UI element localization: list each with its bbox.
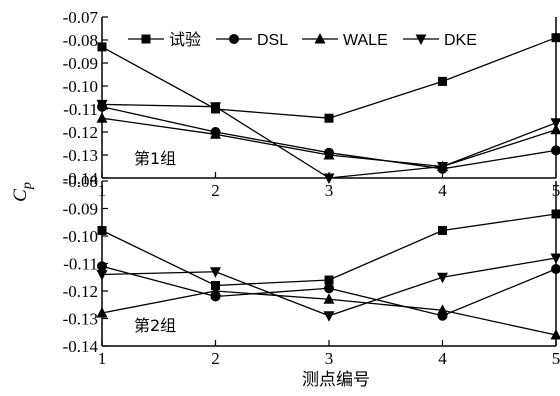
y-tick-label: -0.08 [63, 172, 98, 191]
y-tick-label: -0.07 [63, 8, 99, 27]
data-point [437, 272, 448, 284]
series-WALE [96, 285, 560, 340]
x-tick-label: 5 [552, 349, 560, 368]
x-tick-label: 3 [325, 349, 334, 368]
data-point [210, 267, 221, 278]
x-tick-label: 2 [211, 181, 220, 200]
legend-label: DKE [444, 32, 477, 49]
x-tick-label: 4 [438, 181, 447, 200]
data-point [97, 42, 107, 52]
y-tick-label: -0.08 [63, 31, 98, 50]
chart-panels: -0.07 -0.08 -0.09 -0.10 -0.11 -0.12 -0.13 -0.14… [63, 8, 560, 368]
legend-marker [415, 34, 427, 45]
legend-entry: DKE [403, 32, 477, 49]
legend-label: WALE [343, 32, 388, 49]
data-point [550, 329, 560, 340]
data-point [323, 149, 335, 160]
y-tick-label: -0.12 [63, 123, 98, 142]
y-tick-label: -0.13 [63, 310, 98, 329]
y-tick-label: -0.09 [63, 54, 98, 73]
data-point [96, 307, 108, 318]
series-line [101, 213, 557, 287]
data-point [96, 112, 108, 123]
y-tick-label: -0.13 [63, 146, 98, 165]
y-axis-title-sub: p [20, 182, 35, 190]
panel-2: -0.08-0.09-0.10-0.11-0.12-0.13-0.141 2 3 4 5… [63, 172, 560, 368]
legend-label: 试验 [169, 30, 201, 49]
y-tick-label: -0.14 [63, 169, 99, 188]
y-tick-label: -0.11 [63, 255, 98, 274]
legend-marker [314, 33, 326, 44]
data-point [438, 226, 447, 235]
series-试验 [97, 209, 560, 290]
data-point [210, 102, 221, 113]
data-point [551, 209, 560, 219]
data-point [551, 33, 560, 43]
data-point [210, 128, 221, 139]
data-point [551, 145, 560, 156]
series-试验 [97, 33, 560, 123]
panel-label: 第2组 [134, 316, 176, 335]
series-DKE [96, 253, 560, 322]
data-point [551, 264, 560, 274]
y-tick-label: -0.10 [63, 227, 98, 246]
legend-marker [141, 34, 151, 44]
x-tick-label: 1 [98, 349, 107, 368]
legend-marker [229, 34, 239, 44]
legend-entry: DSL [216, 32, 288, 49]
data-point [96, 99, 108, 111]
y-axis-title-main: C [10, 189, 31, 202]
x-tick-label: 2 [211, 349, 220, 368]
chart-legend: 试验 DSL WALE DKE [128, 30, 477, 49]
legend-entry: 试验 [128, 30, 201, 49]
data-point [324, 283, 334, 294]
data-point [323, 311, 335, 322]
x-tick-label: 4 [438, 349, 447, 368]
series-DKE [96, 99, 560, 184]
data-point [550, 253, 560, 264]
data-point [97, 261, 107, 272]
data-point [437, 162, 448, 173]
panel-1: -0.07 -0.08 -0.09 -0.10 -0.11 -0.12 -0.13 -0.14… [63, 8, 560, 200]
panel-label: 第1组 [134, 149, 176, 168]
y-tick-label: -0.10 [63, 77, 98, 96]
legend-entry: WALE [302, 32, 388, 49]
series-DSL [97, 261, 560, 321]
x-axis-title: 测点编号 [302, 370, 370, 390]
data-point [324, 113, 334, 123]
data-point [550, 118, 560, 129]
y-tick-label: -0.11 [63, 100, 98, 119]
legend-label: DSL [257, 32, 288, 49]
data-point [97, 226, 107, 235]
data-point [323, 173, 335, 184]
y-axis-title: Cp [10, 182, 35, 202]
data-point [323, 293, 335, 304]
y-tick-label: -0.09 [63, 200, 98, 219]
data-point [437, 304, 448, 315]
data-point [438, 76, 447, 86]
y-tick-label: -0.12 [63, 282, 98, 301]
x-tick-label: 3 [325, 181, 334, 200]
data-point [324, 275, 334, 285]
y-tick-label: -0.14 [63, 337, 99, 356]
data-point [96, 270, 108, 281]
data-point [550, 123, 560, 135]
data-point [210, 285, 221, 296]
